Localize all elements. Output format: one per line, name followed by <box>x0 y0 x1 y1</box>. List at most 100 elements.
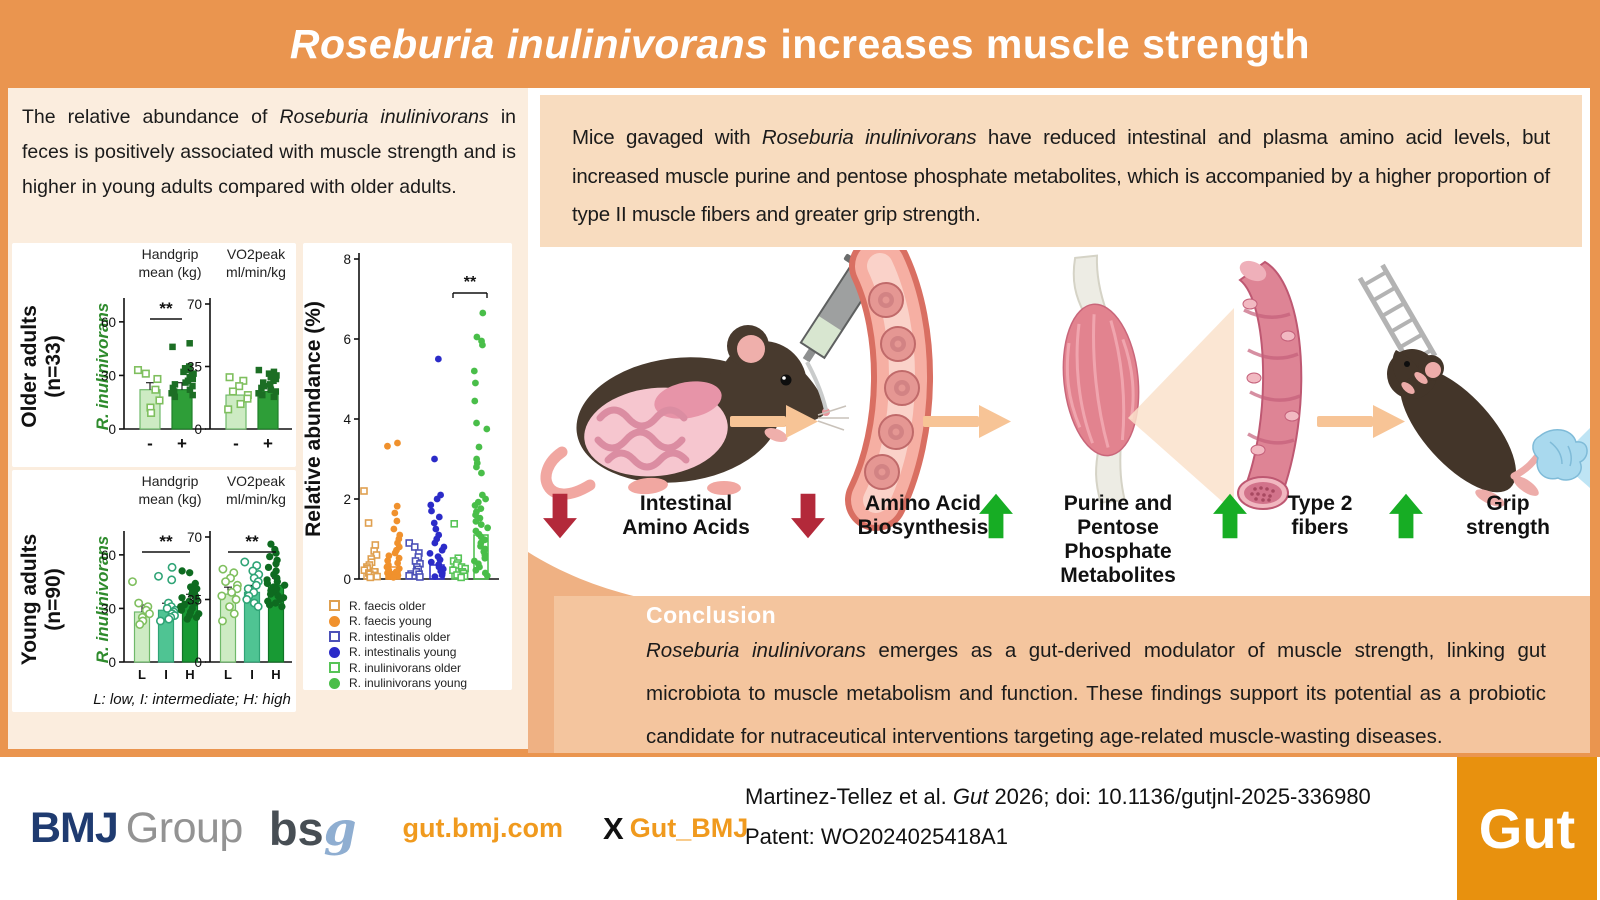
svg-text:-: - <box>147 434 153 453</box>
svg-text:2: 2 <box>343 492 351 507</box>
muscle-fiber-illustration <box>1237 260 1303 510</box>
svg-text:30: 30 <box>101 601 116 616</box>
square-open-icon <box>329 631 340 643</box>
relative-abundance-chart: Relative abundance (%) 0 2 4 6 8 ** <box>302 252 499 587</box>
svg-text:L: low, I: intermediate; H: hi: L: low, I: intermediate; H: high <box>93 691 291 708</box>
svg-text:+: + <box>177 434 187 453</box>
flow-step-label: Grip strength <box>1466 492 1550 539</box>
legend-label: R. faecis older <box>349 598 426 613</box>
svg-text:(n=90): (n=90) <box>42 568 65 630</box>
svg-text:VO2peak: VO2peak <box>227 246 286 262</box>
legend-item: R. intestinalis young <box>329 645 509 661</box>
red-down-arrow-icon <box>543 493 577 539</box>
svg-text:(n=33): (n=33) <box>42 335 65 397</box>
bmj-logo: BMJ <box>30 804 119 852</box>
green-up-arrow-icon <box>1213 493 1247 539</box>
svg-text:60: 60 <box>101 315 116 330</box>
svg-text:8: 8 <box>343 252 351 267</box>
svg-text:70: 70 <box>187 530 202 545</box>
svg-text:4: 4 <box>343 412 351 427</box>
svg-text:**: ** <box>159 532 173 551</box>
mouse-findings-panel: Mice gavaged with Roseburia inulinivoran… <box>528 88 1590 753</box>
young-adults-chart: Young adults (n=90) R. inulinivorans Handgr… <box>18 473 292 708</box>
legend-label: R. inulinivorans older <box>349 660 462 675</box>
citation-block: Martinez-Tellez et al. Gut 2026; doi: 10… <box>745 777 1371 857</box>
green-up-arrow-icon <box>1389 493 1423 539</box>
svg-text:35: 35 <box>187 360 202 375</box>
legend-label: R. inulinivorans young <box>349 676 468 691</box>
red-blood-cells <box>864 282 920 490</box>
older-adults-chart: Older adults (n=33) R. inulinivorans Handgr… <box>18 246 292 453</box>
red-down-arrow-icon <box>791 493 825 539</box>
svg-text:mean (kg): mean (kg) <box>138 491 201 507</box>
legend-item: R. faecis older <box>329 598 509 614</box>
blood-vessel-illustration <box>845 250 933 531</box>
mechanism-illustrations <box>540 250 1590 531</box>
flow-step: Purine and Pentose Phosphate Metabolites <box>978 492 1214 588</box>
patent-line: Patent: WO2024025418A1 <box>745 824 1008 849</box>
svg-text:0: 0 <box>108 655 116 670</box>
green-up-arrow-icon <box>979 493 1013 539</box>
ladder-icon <box>1357 263 1438 371</box>
square-open-icon <box>329 600 340 612</box>
legend-item: R. faecis young <box>329 614 509 630</box>
page-title: Roseburia inulinivorans increases muscle… <box>289 20 1311 67</box>
svg-text:ml/min/kg: ml/min/kg <box>226 264 286 280</box>
flow-step: Grip strength <box>1388 492 1584 540</box>
relative-abundance-chart-box: Relative abundance (%) 0 2 4 6 8 ** R. faecis … <box>302 243 512 691</box>
flow-step-label: Type 2 fibers <box>1287 492 1353 539</box>
intro-paragraph: The relative abundance of Roseburia inul… <box>22 106 516 198</box>
svg-text:R. inulinivorans: R. inulinivorans <box>93 303 112 431</box>
human-findings-panel: The relative abundance of Roseburia inul… <box>8 88 528 749</box>
svg-text:mean (kg): mean (kg) <box>138 264 201 280</box>
flow-arrow-icon <box>730 405 818 438</box>
zoom-cone <box>1128 308 1234 512</box>
grip-test-mouse-illustration <box>1357 263 1590 507</box>
svg-text:L: L <box>138 667 146 682</box>
svg-text:0: 0 <box>194 422 202 437</box>
bsg-logo: bsg <box>268 801 357 857</box>
svg-text:Handgrip: Handgrip <box>142 473 199 489</box>
title-banner: Roseburia inulinivorans increases muscle… <box>0 0 1600 88</box>
circle-fill-icon <box>329 646 340 658</box>
svg-text:Older adults: Older adults <box>18 305 41 428</box>
svg-text:**: ** <box>464 274 477 291</box>
flow-step: Amino Acid Biosynthesis <box>790 492 1012 540</box>
legend-label: R. intestinalis young <box>349 645 457 660</box>
citation-line: Martinez-Tellez et al. Gut 2026; doi: 10… <box>745 784 1371 809</box>
svg-text:-: - <box>233 434 239 453</box>
x-logo-icon: X <box>603 810 624 846</box>
legend-item: R. inulinivorans older <box>329 660 509 676</box>
flow-arrow-icon <box>1317 405 1405 438</box>
gloved-hand-icon <box>1532 428 1590 488</box>
journal-website-link[interactable]: gut.bmj.com <box>402 813 564 843</box>
flow-step: Intestinal Amino Acids <box>542 492 786 540</box>
svg-text:+: + <box>263 434 273 453</box>
svg-text:70: 70 <box>187 297 202 312</box>
svg-text:I: I <box>164 667 168 682</box>
footer: BMJ Group bsg gut.bmj.com X Gut_BMJ Mart… <box>0 757 1600 900</box>
svg-text:Relative abundance (%): Relative abundance (%) <box>303 301 325 537</box>
legend-label: R. intestinalis older <box>349 629 451 644</box>
svg-text:60: 60 <box>101 548 116 563</box>
conclusion-heading: Conclusion <box>646 602 777 628</box>
svg-text:35: 35 <box>187 593 202 608</box>
gavage-mouse-illustration <box>540 250 892 500</box>
logo-row: BMJ Group bsg gut.bmj.com X Gut_BMJ <box>30 757 748 900</box>
conclusion-swoosh <box>528 552 1590 753</box>
flow-step-label: Purine and Pentose Phosphate Metabolites <box>1060 492 1176 587</box>
young-adults-chart-box: Young adults (n=90) R. inulinivorans Handgr… <box>12 470 296 712</box>
summary-box: Mice gavaged with Roseburia inulinivoran… <box>540 95 1582 247</box>
older-adults-chart-box: Older adults (n=33) R. inulinivorans Handgr… <box>12 243 296 467</box>
x-handle-link[interactable]: Gut_BMJ <box>629 813 749 843</box>
svg-text:0: 0 <box>194 655 202 670</box>
legend-item: R. intestinalis older <box>329 629 509 645</box>
flow-step-label: Intestinal Amino Acids <box>622 492 750 539</box>
svg-text:**: ** <box>245 532 259 551</box>
svg-text:**: ** <box>159 299 173 318</box>
flow-arrow-icon <box>923 405 1011 438</box>
svg-text:H: H <box>271 667 280 682</box>
square-open-icon <box>329 662 340 674</box>
conclusion-body: Roseburia inulinivorans emerges as a gut… <box>646 639 1546 748</box>
